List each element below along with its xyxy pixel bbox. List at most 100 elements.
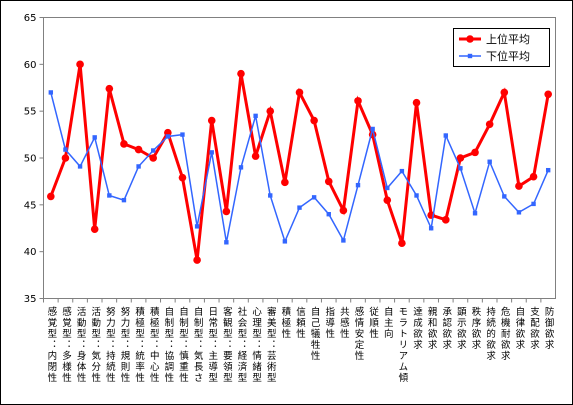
point bbox=[529, 172, 538, 181]
y-tick-label: 45 bbox=[24, 200, 37, 211]
point bbox=[339, 206, 348, 215]
point bbox=[253, 113, 258, 119]
point bbox=[268, 193, 273, 198]
y-tick-label: 50 bbox=[24, 154, 37, 165]
x-tick-label: 防御欲求 bbox=[543, 306, 555, 351]
x-tick-label: 支配欲求 bbox=[528, 306, 540, 351]
point bbox=[385, 185, 390, 191]
point bbox=[502, 194, 507, 199]
point bbox=[531, 201, 536, 207]
point bbox=[209, 150, 214, 155]
point bbox=[76, 60, 84, 69]
x-tick-label: 顕示欲求 bbox=[455, 307, 467, 351]
point bbox=[282, 239, 288, 244]
x-tick-label: 秩序欲求 bbox=[470, 307, 482, 351]
point bbox=[310, 116, 318, 125]
point bbox=[149, 154, 158, 162]
x-tick-label: 自制型：慎重性 bbox=[177, 306, 189, 384]
legend-marker bbox=[467, 53, 473, 59]
legend-label: 上位平均 bbox=[486, 32, 530, 46]
x-tick-label: 自制型：気長さ bbox=[192, 306, 204, 384]
x-tick-label: 客観型：要領型 bbox=[221, 306, 233, 384]
point bbox=[398, 239, 406, 248]
y-tick-label: 55 bbox=[24, 107, 37, 118]
legend-marker bbox=[466, 35, 474, 43]
y-tick-label: 40 bbox=[24, 247, 37, 258]
point bbox=[414, 193, 419, 198]
x-tick-label: 活動型：気分性 bbox=[89, 306, 101, 384]
x-tick-label: 感覚型：多様性 bbox=[60, 306, 72, 384]
point bbox=[441, 216, 450, 224]
point bbox=[77, 164, 83, 169]
point bbox=[324, 177, 333, 186]
point bbox=[485, 120, 494, 129]
x-tick-label: 共感性 bbox=[338, 307, 350, 340]
point bbox=[472, 211, 478, 216]
point bbox=[165, 134, 171, 139]
x-tick-label: 達成欲求 bbox=[411, 306, 423, 351]
x-tick-label: 自主向 bbox=[382, 306, 394, 340]
point bbox=[295, 88, 304, 97]
point bbox=[326, 212, 331, 217]
point bbox=[47, 192, 55, 201]
point bbox=[443, 133, 448, 138]
x-tick-label: 積極性 bbox=[279, 306, 291, 340]
x-tick-label: 承認欲求 bbox=[440, 307, 452, 351]
x-tick-label: 信頼性 bbox=[294, 306, 306, 340]
y-tick-label: 35 bbox=[24, 294, 37, 305]
point bbox=[193, 256, 201, 264]
x-tick-label: 自制型：協調性 bbox=[162, 306, 174, 384]
point bbox=[266, 107, 275, 115]
y-tick-label: 60 bbox=[24, 60, 37, 71]
legend-label: 下位平均 bbox=[486, 49, 530, 63]
point bbox=[355, 182, 361, 188]
x-tick-label: 積極型：統率性 bbox=[133, 306, 145, 384]
point bbox=[178, 173, 187, 182]
x-tick-label: 親和欲求 bbox=[426, 306, 438, 351]
x-tick-label: 感覚型：内閉性 bbox=[45, 306, 57, 384]
point bbox=[544, 90, 552, 99]
point bbox=[311, 195, 317, 200]
point bbox=[61, 154, 70, 162]
point bbox=[207, 116, 216, 125]
point bbox=[92, 135, 97, 140]
x-tick-label: モラトリアム傾 bbox=[396, 307, 408, 384]
point bbox=[121, 197, 127, 203]
point bbox=[222, 207, 231, 216]
x-tick-label: 自律欲求 bbox=[513, 306, 525, 351]
x-tick-label: 社会型：経済型 bbox=[235, 306, 247, 384]
point bbox=[237, 69, 245, 78]
point bbox=[238, 165, 244, 170]
point bbox=[458, 166, 463, 171]
point bbox=[48, 90, 54, 95]
point bbox=[370, 126, 375, 132]
point bbox=[515, 182, 523, 190]
x-tick-label: 従順性 bbox=[367, 306, 379, 340]
point bbox=[281, 178, 289, 187]
point bbox=[194, 224, 200, 229]
legend-box bbox=[453, 28, 550, 67]
x-tick-label: 指導性 bbox=[323, 306, 335, 340]
y-tick-label: 65 bbox=[24, 13, 37, 24]
x-tick-label: 感情安定性 bbox=[353, 306, 365, 362]
x-tick-label: 努力型：規則性 bbox=[118, 306, 130, 384]
point bbox=[428, 226, 434, 231]
x-tick-label: 活動型：身体性 bbox=[75, 306, 87, 384]
point bbox=[105, 84, 114, 93]
point bbox=[500, 88, 509, 97]
x-tick-label: 持続的欲求 bbox=[484, 306, 496, 362]
point bbox=[180, 132, 185, 137]
point bbox=[90, 225, 99, 233]
point bbox=[120, 140, 128, 148]
point bbox=[383, 196, 392, 204]
x-tick-label: 審美型：芸術型 bbox=[265, 306, 277, 384]
x-tick-label: 危機耐欲求 bbox=[499, 306, 511, 362]
point bbox=[341, 238, 346, 243]
point bbox=[224, 240, 229, 245]
x-tick-label: 心理型：情緒型 bbox=[250, 307, 262, 384]
point bbox=[134, 145, 143, 154]
point bbox=[487, 159, 492, 164]
point bbox=[251, 152, 260, 160]
